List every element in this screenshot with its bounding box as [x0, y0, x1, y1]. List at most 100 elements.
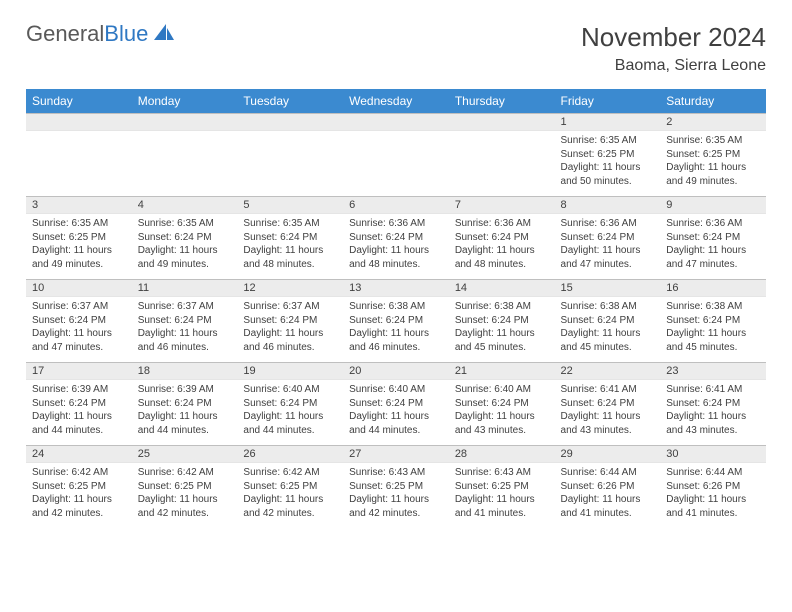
- calendar-cell: 1Sunrise: 6:35 AMSunset: 6:25 PMDaylight…: [555, 114, 661, 197]
- day-details: Sunrise: 6:42 AMSunset: 6:25 PMDaylight:…: [132, 463, 238, 524]
- calendar-cell: 13Sunrise: 6:38 AMSunset: 6:24 PMDayligh…: [343, 280, 449, 363]
- calendar-row: 3Sunrise: 6:35 AMSunset: 6:25 PMDaylight…: [26, 197, 766, 280]
- day-number: 6: [343, 197, 449, 214]
- daylight-line: Daylight: 11 hours and 46 minutes.: [243, 327, 337, 354]
- day-details: Sunrise: 6:35 AMSunset: 6:24 PMDaylight:…: [132, 214, 238, 275]
- day-details: Sunrise: 6:35 AMSunset: 6:25 PMDaylight:…: [555, 131, 661, 192]
- calendar-cell: 20Sunrise: 6:40 AMSunset: 6:24 PMDayligh…: [343, 363, 449, 446]
- day-details: Sunrise: 6:42 AMSunset: 6:25 PMDaylight:…: [237, 463, 343, 524]
- calendar-cell: 4Sunrise: 6:35 AMSunset: 6:24 PMDaylight…: [132, 197, 238, 280]
- weekday-friday: Friday: [555, 89, 661, 114]
- location: Baoma, Sierra Leone: [581, 57, 766, 75]
- daylight-line: Daylight: 11 hours and 44 minutes.: [32, 410, 126, 437]
- sunrise-line: Sunrise: 6:41 AM: [666, 383, 760, 397]
- sunrise-line: Sunrise: 6:35 AM: [243, 217, 337, 231]
- calendar-cell: 8Sunrise: 6:36 AMSunset: 6:24 PMDaylight…: [555, 197, 661, 280]
- day-details: Sunrise: 6:40 AMSunset: 6:24 PMDaylight:…: [343, 380, 449, 441]
- sunrise-line: Sunrise: 6:36 AM: [666, 217, 760, 231]
- day-number: 28: [449, 446, 555, 463]
- calendar-table: Sunday Monday Tuesday Wednesday Thursday…: [26, 89, 766, 528]
- sunrise-line: Sunrise: 6:37 AM: [243, 300, 337, 314]
- daylight-line: Daylight: 11 hours and 48 minutes.: [349, 244, 443, 271]
- daylight-line: Daylight: 11 hours and 44 minutes.: [138, 410, 232, 437]
- day-number: 10: [26, 280, 132, 297]
- day-details: Sunrise: 6:37 AMSunset: 6:24 PMDaylight:…: [26, 297, 132, 358]
- sunset-line: Sunset: 6:24 PM: [666, 314, 760, 328]
- day-details: Sunrise: 6:38 AMSunset: 6:24 PMDaylight:…: [555, 297, 661, 358]
- sunset-line: Sunset: 6:24 PM: [349, 314, 443, 328]
- calendar-cell: [132, 114, 238, 197]
- calendar-cell: 28Sunrise: 6:43 AMSunset: 6:25 PMDayligh…: [449, 446, 555, 529]
- sunrise-line: Sunrise: 6:42 AM: [32, 466, 126, 480]
- daylight-line: Daylight: 11 hours and 47 minutes.: [32, 327, 126, 354]
- sunrise-line: Sunrise: 6:42 AM: [243, 466, 337, 480]
- day-number: 1: [555, 114, 661, 131]
- calendar-cell: 7Sunrise: 6:36 AMSunset: 6:24 PMDaylight…: [449, 197, 555, 280]
- daylight-line: Daylight: 11 hours and 47 minutes.: [561, 244, 655, 271]
- header: GeneralBlue November 2024 Baoma, Sierra …: [26, 22, 766, 75]
- calendar-cell: 18Sunrise: 6:39 AMSunset: 6:24 PMDayligh…: [132, 363, 238, 446]
- sunset-line: Sunset: 6:24 PM: [138, 231, 232, 245]
- sunset-line: Sunset: 6:24 PM: [561, 314, 655, 328]
- sunset-line: Sunset: 6:24 PM: [455, 231, 549, 245]
- brand-part2: Blue: [104, 23, 148, 45]
- sunrise-line: Sunrise: 6:40 AM: [243, 383, 337, 397]
- brand-part1: General: [26, 23, 104, 45]
- day-details: Sunrise: 6:36 AMSunset: 6:24 PMDaylight:…: [449, 214, 555, 275]
- daylight-line: Daylight: 11 hours and 41 minutes.: [455, 493, 549, 520]
- sunrise-line: Sunrise: 6:36 AM: [455, 217, 549, 231]
- sunrise-line: Sunrise: 6:38 AM: [666, 300, 760, 314]
- calendar-cell: 2Sunrise: 6:35 AMSunset: 6:25 PMDaylight…: [660, 114, 766, 197]
- day-details: Sunrise: 6:39 AMSunset: 6:24 PMDaylight:…: [26, 380, 132, 441]
- calendar-cell: 22Sunrise: 6:41 AMSunset: 6:24 PMDayligh…: [555, 363, 661, 446]
- day-number: 18: [132, 363, 238, 380]
- day-details: Sunrise: 6:37 AMSunset: 6:24 PMDaylight:…: [132, 297, 238, 358]
- day-details: Sunrise: 6:39 AMSunset: 6:24 PMDaylight:…: [132, 380, 238, 441]
- day-number: 7: [449, 197, 555, 214]
- day-number: 8: [555, 197, 661, 214]
- day-details: Sunrise: 6:43 AMSunset: 6:25 PMDaylight:…: [449, 463, 555, 524]
- day-details: Sunrise: 6:38 AMSunset: 6:24 PMDaylight:…: [449, 297, 555, 358]
- day-details: Sunrise: 6:44 AMSunset: 6:26 PMDaylight:…: [660, 463, 766, 524]
- calendar-cell: 5Sunrise: 6:35 AMSunset: 6:24 PMDaylight…: [237, 197, 343, 280]
- day-details: Sunrise: 6:40 AMSunset: 6:24 PMDaylight:…: [237, 380, 343, 441]
- daylight-line: Daylight: 11 hours and 41 minutes.: [561, 493, 655, 520]
- sunset-line: Sunset: 6:26 PM: [561, 480, 655, 494]
- daylight-line: Daylight: 11 hours and 45 minutes.: [455, 327, 549, 354]
- day-details: Sunrise: 6:35 AMSunset: 6:25 PMDaylight:…: [26, 214, 132, 275]
- daylight-line: Daylight: 11 hours and 42 minutes.: [32, 493, 126, 520]
- daylight-line: Daylight: 11 hours and 49 minutes.: [138, 244, 232, 271]
- day-number: 29: [555, 446, 661, 463]
- sunrise-line: Sunrise: 6:35 AM: [32, 217, 126, 231]
- title-block: November 2024 Baoma, Sierra Leone: [581, 22, 766, 75]
- sunset-line: Sunset: 6:24 PM: [32, 314, 126, 328]
- sunset-line: Sunset: 6:24 PM: [349, 231, 443, 245]
- day-details: Sunrise: 6:41 AMSunset: 6:24 PMDaylight:…: [555, 380, 661, 441]
- day-details: Sunrise: 6:44 AMSunset: 6:26 PMDaylight:…: [555, 463, 661, 524]
- sunrise-line: Sunrise: 6:41 AM: [561, 383, 655, 397]
- calendar-row: 1Sunrise: 6:35 AMSunset: 6:25 PMDaylight…: [26, 114, 766, 197]
- day-details: Sunrise: 6:36 AMSunset: 6:24 PMDaylight:…: [660, 214, 766, 275]
- daylight-line: Daylight: 11 hours and 43 minutes.: [455, 410, 549, 437]
- calendar-cell: 25Sunrise: 6:42 AMSunset: 6:25 PMDayligh…: [132, 446, 238, 529]
- day-details: Sunrise: 6:38 AMSunset: 6:24 PMDaylight:…: [660, 297, 766, 358]
- weekday-wednesday: Wednesday: [343, 89, 449, 114]
- day-details: Sunrise: 6:36 AMSunset: 6:24 PMDaylight:…: [343, 214, 449, 275]
- sunrise-line: Sunrise: 6:43 AM: [349, 466, 443, 480]
- day-number: 13: [343, 280, 449, 297]
- day-number: 21: [449, 363, 555, 380]
- day-details: Sunrise: 6:40 AMSunset: 6:24 PMDaylight:…: [449, 380, 555, 441]
- day-number: 25: [132, 446, 238, 463]
- calendar-cell: 15Sunrise: 6:38 AMSunset: 6:24 PMDayligh…: [555, 280, 661, 363]
- day-number: 22: [555, 363, 661, 380]
- brand-logo: GeneralBlue: [26, 22, 176, 46]
- daylight-line: Daylight: 11 hours and 42 minutes.: [349, 493, 443, 520]
- sunset-line: Sunset: 6:25 PM: [349, 480, 443, 494]
- day-number: 27: [343, 446, 449, 463]
- daylight-line: Daylight: 11 hours and 46 minutes.: [349, 327, 443, 354]
- daylight-line: Daylight: 11 hours and 50 minutes.: [561, 161, 655, 188]
- daylight-line: Daylight: 11 hours and 49 minutes.: [666, 161, 760, 188]
- daylight-line: Daylight: 11 hours and 43 minutes.: [561, 410, 655, 437]
- day-details: Sunrise: 6:36 AMSunset: 6:24 PMDaylight:…: [555, 214, 661, 275]
- sunrise-line: Sunrise: 6:38 AM: [561, 300, 655, 314]
